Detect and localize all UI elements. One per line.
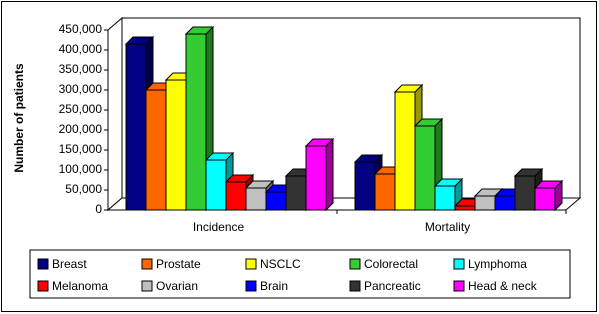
legend-swatch (245, 280, 257, 292)
bar (533, 179, 564, 212)
legend-box (29, 249, 571, 299)
legend-label: Head & neck (468, 279, 538, 293)
y-tick-label: 450,000 (59, 22, 103, 36)
y-tick-label: 100,000 (59, 162, 103, 176)
bar-front (165, 79, 187, 211)
legend-label: Prostate (156, 257, 201, 271)
bar-front (394, 91, 416, 211)
bar (304, 137, 335, 212)
bar-front (205, 159, 227, 211)
bar-front (534, 187, 556, 211)
bar-front (514, 175, 536, 211)
legend-swatch (141, 258, 153, 270)
legend-swatch (349, 280, 361, 292)
legend-label: Brain (260, 279, 288, 293)
bar-front (434, 185, 456, 211)
legend-label: Ovarian (156, 279, 198, 293)
legend-swatch (141, 280, 153, 292)
legend-label: Breast (52, 257, 87, 271)
bar-front (225, 181, 247, 211)
legend-swatch (453, 280, 465, 292)
y-tick-label: 400,000 (59, 42, 103, 56)
legend-swatch (349, 258, 361, 270)
legend-label: Pancreatic (364, 279, 421, 293)
legend-label: Colorectal (364, 257, 418, 271)
bar-front (245, 187, 267, 211)
legend-swatch (453, 258, 465, 270)
bar-side (325, 137, 334, 212)
legend-swatch (245, 258, 257, 270)
legend-label: Lymphoma (468, 257, 527, 271)
bar (433, 177, 464, 212)
side-wall (107, 16, 123, 212)
bar-front (185, 33, 207, 211)
y-tick-label: 200,000 (59, 122, 103, 136)
y-tick-label: 350,000 (59, 62, 103, 76)
bar-front (494, 195, 516, 211)
legend-label: Melanoma (52, 279, 108, 293)
legend-swatch (37, 258, 49, 270)
y-tick-label: 50,000 (65, 182, 102, 196)
bar-front (354, 161, 376, 211)
bar-front (285, 175, 307, 211)
x-tick-label: Incidence (193, 220, 245, 234)
bar-front (305, 145, 327, 211)
bar-front (454, 205, 476, 211)
bar-front (374, 173, 396, 211)
y-axis-label: Number of patients (12, 63, 26, 173)
y-tick-label: 300,000 (59, 82, 103, 96)
bar-front (265, 191, 287, 211)
legend-label: NSCLC (260, 257, 301, 271)
legend-swatch (37, 280, 49, 292)
bar-front (474, 195, 496, 211)
x-tick-label: Mortality (425, 220, 470, 234)
y-tick-label: 150,000 (59, 142, 103, 156)
y-tick-label: 0 (95, 202, 102, 216)
bar-front (145, 89, 167, 211)
bar-front (414, 125, 436, 211)
y-tick-label: 250,000 (59, 102, 103, 116)
bar-front (125, 43, 147, 211)
